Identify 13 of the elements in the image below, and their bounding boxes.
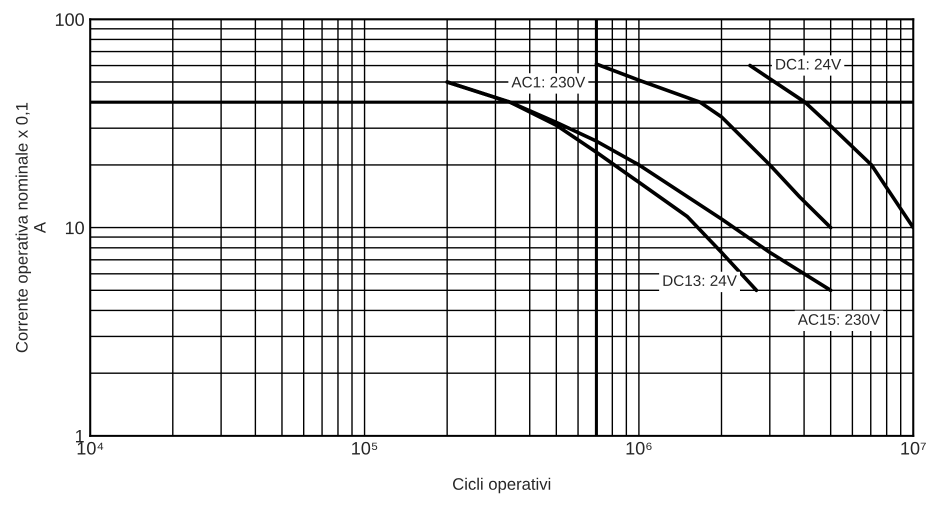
series-label: DC1: 24V: [776, 58, 842, 70]
x-tick-label: 10⁶: [626, 442, 652, 455]
x-tick-label: 10⁵: [352, 442, 378, 455]
y-axis-title: Corrente operativa nominale x 0,1 A: [15, 102, 46, 352]
y-tick-label: 100: [56, 13, 84, 26]
y-tick-label: 10: [66, 222, 84, 234]
series-label: AC15: 230V: [798, 314, 880, 325]
y-tick-label: 1: [76, 430, 84, 442]
x-axis-title: Cicli operativi: [453, 478, 550, 494]
series-label: DC13: 24V: [663, 275, 737, 286]
series-label: AC1: 230V: [511, 76, 586, 88]
x-tick-label: 10⁷: [901, 442, 926, 455]
x-tick-label: 10⁴: [78, 442, 104, 455]
